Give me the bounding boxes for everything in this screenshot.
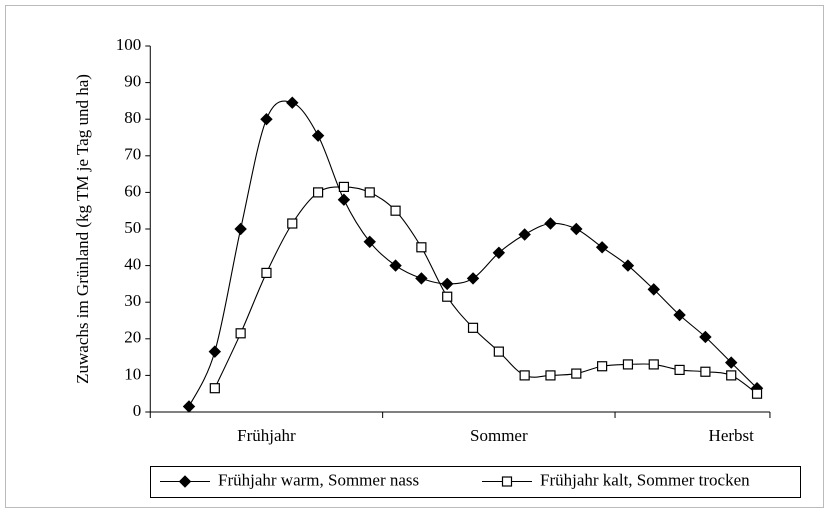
x-tick-label: Frühjahr bbox=[237, 426, 296, 445]
y-axis-label: Zuwachs im Grünland (kg TM je Tag und ha… bbox=[73, 74, 92, 384]
marker bbox=[674, 364, 685, 376]
marker bbox=[338, 181, 350, 193]
marker bbox=[492, 246, 506, 259]
marker bbox=[415, 272, 428, 285]
marker bbox=[648, 359, 659, 370]
marker bbox=[440, 277, 454, 291]
marker bbox=[673, 308, 686, 322]
marker bbox=[467, 322, 479, 333]
y-tick-label: 20 bbox=[124, 328, 141, 347]
marker bbox=[519, 370, 530, 381]
marker bbox=[364, 187, 375, 198]
marker bbox=[389, 259, 402, 272]
frame bbox=[5, 5, 824, 508]
legend-marker bbox=[178, 475, 192, 488]
marker bbox=[621, 259, 635, 272]
marker bbox=[751, 388, 763, 399]
marker bbox=[544, 217, 557, 230]
marker bbox=[442, 291, 453, 302]
y-tick-label: 30 bbox=[124, 291, 141, 310]
marker bbox=[570, 222, 583, 236]
marker bbox=[518, 228, 531, 241]
marker bbox=[260, 112, 273, 126]
marker bbox=[466, 272, 480, 285]
marker bbox=[313, 187, 324, 198]
marker bbox=[725, 356, 738, 369]
marker bbox=[622, 359, 634, 370]
marker bbox=[311, 129, 325, 142]
y-tick-label: 10 bbox=[124, 364, 141, 383]
marker bbox=[337, 193, 351, 206]
y-tick-label: 0 bbox=[133, 401, 142, 420]
legend-marker bbox=[501, 476, 513, 487]
y-tick-label: 60 bbox=[124, 181, 141, 200]
legend-label: Frühjahr kalt, Sommer trocken bbox=[540, 470, 750, 489]
marker bbox=[545, 370, 556, 381]
y-tick-label: 50 bbox=[124, 218, 141, 237]
marker bbox=[493, 346, 504, 357]
x-tick-label: Sommer bbox=[470, 426, 528, 445]
marker bbox=[287, 218, 298, 229]
marker bbox=[700, 366, 711, 377]
y-tick-label: 70 bbox=[124, 145, 141, 164]
marker bbox=[363, 235, 376, 249]
y-tick-label: 90 bbox=[124, 72, 141, 91]
y-tick-label: 40 bbox=[124, 255, 141, 274]
marker bbox=[209, 383, 220, 394]
marker bbox=[182, 400, 196, 413]
legend-label: Frühjahr warm, Sommer nass bbox=[218, 470, 419, 489]
marker bbox=[597, 361, 608, 372]
marker bbox=[261, 267, 272, 279]
marker bbox=[699, 330, 712, 344]
marker bbox=[286, 96, 299, 109]
marker bbox=[235, 328, 246, 339]
legend bbox=[150, 466, 801, 498]
x-tick-label: Herbst bbox=[709, 426, 755, 445]
y-tick-label: 80 bbox=[124, 108, 141, 127]
marker bbox=[208, 345, 222, 358]
marker bbox=[726, 370, 737, 381]
marker bbox=[595, 241, 609, 254]
marker bbox=[647, 283, 660, 296]
y-tick-label: 100 bbox=[116, 35, 142, 54]
marker bbox=[571, 368, 582, 379]
marker bbox=[234, 222, 247, 236]
series-line bbox=[214, 186, 758, 395]
marker bbox=[416, 242, 427, 253]
marker bbox=[390, 205, 401, 216]
